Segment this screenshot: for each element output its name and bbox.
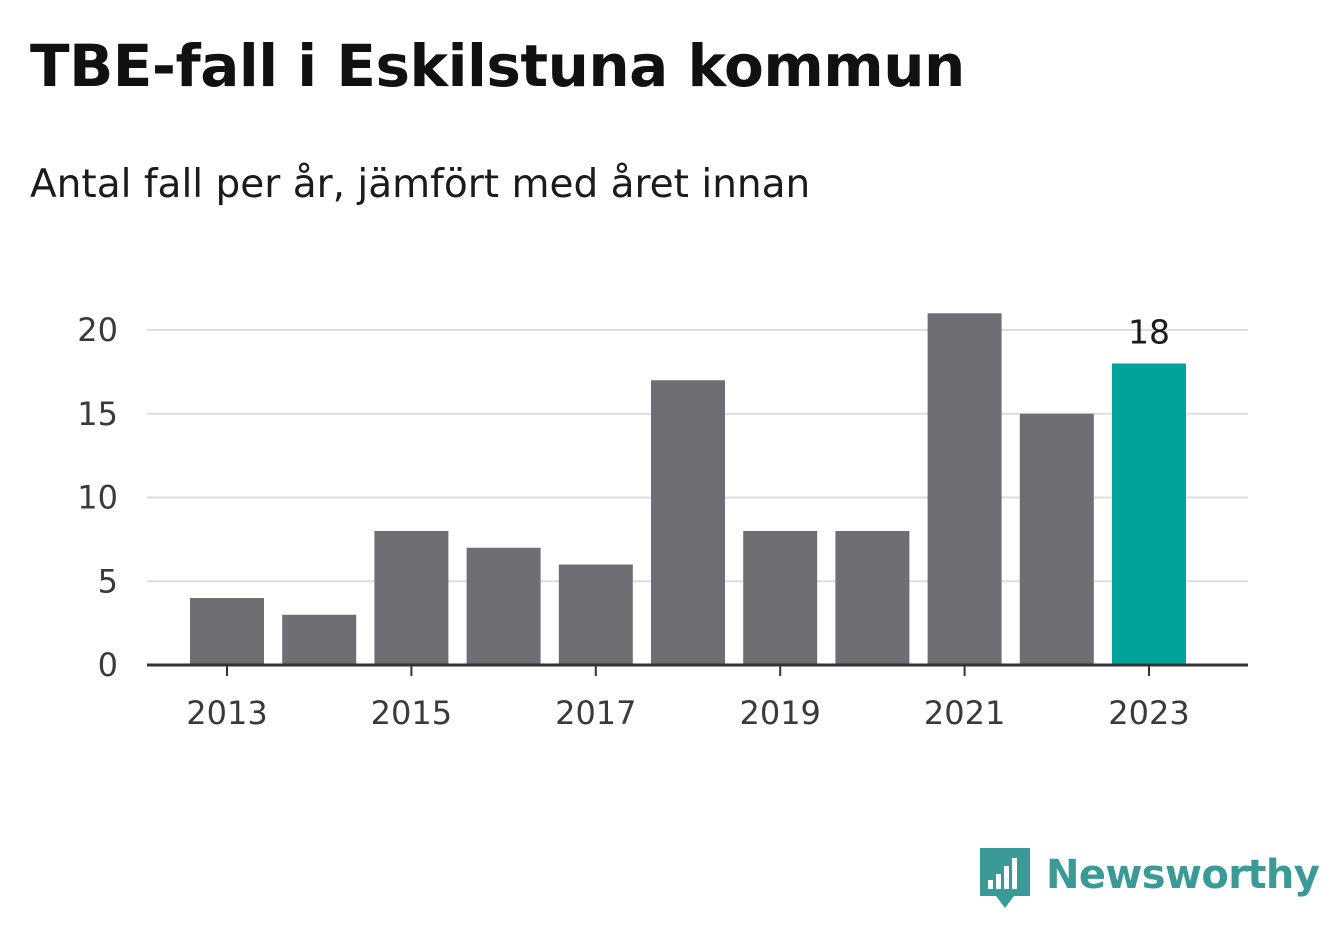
- x-tick-label: 2023: [1108, 694, 1189, 732]
- bar-2014: [282, 614, 357, 665]
- bar-2022: [1019, 413, 1094, 665]
- x-tick-label: 2015: [371, 694, 452, 732]
- newsworthy-logo-icon: [980, 848, 1030, 908]
- brand-name: Newsworthy: [1046, 852, 1320, 898]
- chart-title: TBE-fall i Eskilstuna kommun: [30, 32, 965, 100]
- bar-chart: 0 5 10 15 20 2013 2015 2017 2019 2021 2023 18: [77, 311, 1248, 732]
- y-tick-label: 0: [98, 646, 118, 684]
- data-label: 18: [1128, 313, 1170, 352]
- bar-2015: [374, 531, 449, 665]
- chart-subtitle: Antal fall per år, jämfört med året inna…: [30, 162, 811, 207]
- bar-2020: [835, 531, 910, 665]
- labels: 0 5 10 15 20 2013 2015 2017 2019 2021 2023 18: [77, 311, 1189, 732]
- x-tick-label: 2019: [739, 694, 820, 732]
- x-tick-label: 2017: [555, 694, 636, 732]
- bar-2016: [466, 547, 541, 665]
- bar-2018: [651, 380, 725, 665]
- y-tick-label: 10: [77, 479, 118, 517]
- bar-2019: [743, 531, 818, 665]
- axes: [147, 663, 1248, 676]
- bars: [190, 313, 1186, 665]
- y-tick-label: 20: [77, 311, 118, 349]
- brand-logo: Newsworthy: [980, 848, 1320, 910]
- y-tick-label: 5: [98, 562, 118, 600]
- bar-2013: [190, 598, 264, 665]
- bar-2017: [558, 564, 633, 665]
- bar-2021: [927, 313, 1002, 665]
- y-tick-label: 15: [77, 395, 118, 433]
- bar-2023: [1112, 363, 1186, 665]
- x-tick-label: 2013: [186, 694, 267, 732]
- x-tick-label: 2021: [924, 694, 1005, 732]
